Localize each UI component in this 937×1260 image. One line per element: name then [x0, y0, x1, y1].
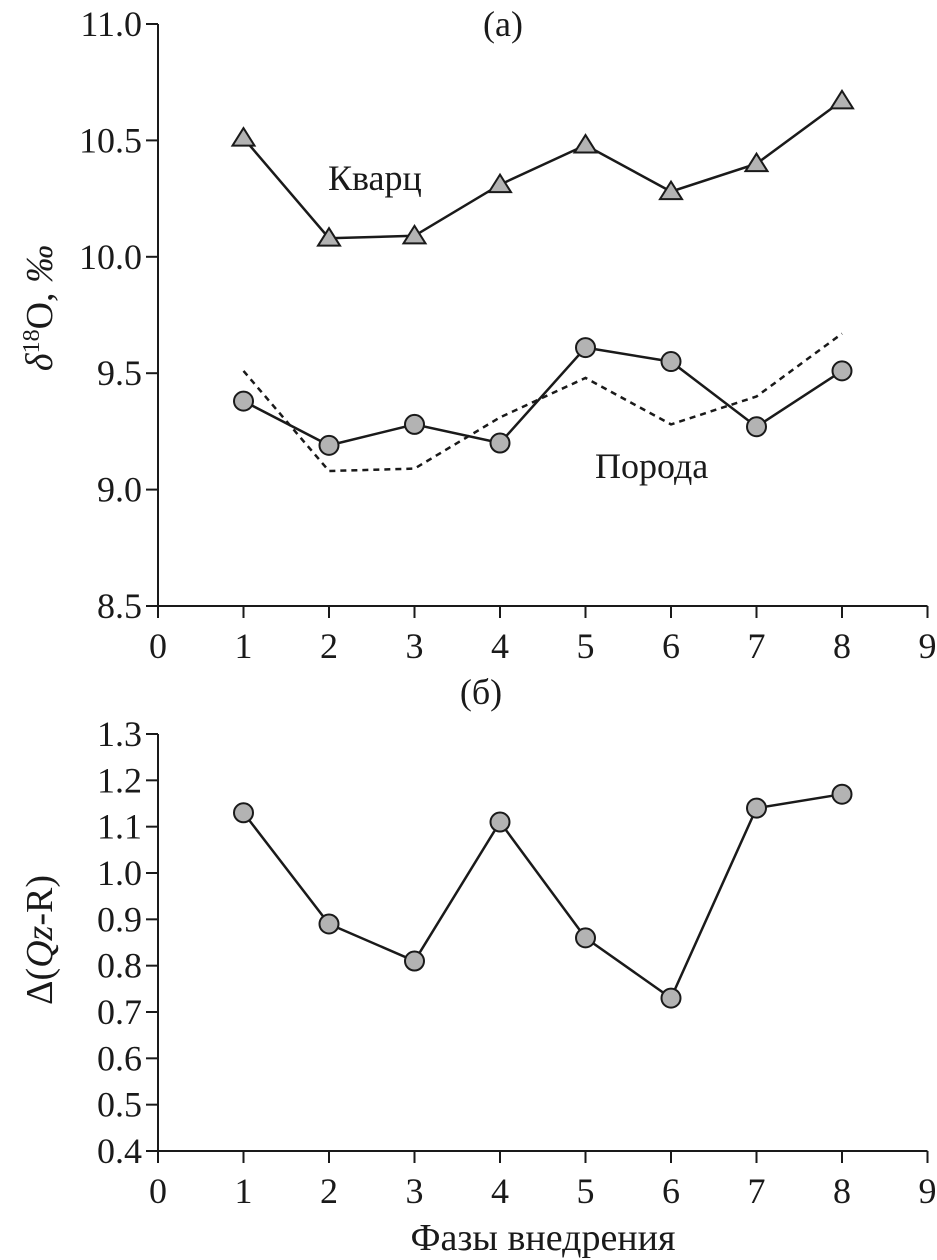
- panel-a-axes: [157, 24, 928, 607]
- panel-a-x-tick-label: 4: [491, 626, 509, 666]
- panel-a-series-1-point: [233, 390, 254, 412]
- panel-b-series-0-point: [660, 987, 682, 1009]
- annotation-quartz: Кварц: [328, 158, 422, 198]
- panel-b-x-tick-label: 5: [577, 1171, 595, 1211]
- panel-b-series-0-point: [318, 913, 340, 935]
- panel-b-y-tick-label: 0.8: [97, 946, 142, 986]
- panel-a-chart: 8.5 9.0 9.5 10.0 10.5 11.0 0 1 2 3 4 5 6 7 8 9 (a) Квар…: [19, 4, 937, 666]
- panel-b-x-tick-label: 4: [491, 1171, 509, 1211]
- panel-a-series-1-point: [318, 434, 340, 456]
- panel-a-series-0-point: [572, 133, 599, 154]
- annotation-rock: Порода: [595, 446, 708, 486]
- panel-a-series-0-point: [316, 226, 342, 247]
- panel-b-y-tick-label: 0.6: [97, 1038, 142, 1078]
- panel-b-x-tick-label: 0: [149, 1171, 167, 1211]
- panel-a-x-tick-label: 3: [406, 626, 424, 666]
- panel-a-series-1-point: [489, 432, 511, 454]
- panel-a-x-tick-label: 6: [662, 626, 680, 666]
- panel-b-x-tick-label: 6: [662, 1171, 680, 1211]
- panel-a-ticks: 8.5 9.0 9.5 10.0 10.5 11.0 0 1 2 3 4 5 6 7 8 9: [79, 4, 937, 666]
- panel-b-x-tick-label: 9: [919, 1171, 937, 1211]
- panel-b-y-tick-label: 0.5: [97, 1085, 142, 1125]
- panel-a-x-tick-label: 5: [577, 626, 595, 666]
- panel-a-series-2-line: [242, 332, 843, 473]
- panel-a-x-tick-label: 2: [320, 626, 338, 666]
- panel-b-x-tick-label: 1: [235, 1171, 253, 1211]
- panel-b-series-0-point: [233, 802, 254, 824]
- panel-a-y-tick-label: 10.5: [79, 120, 142, 160]
- panel-a-series-1-line: [242, 346, 843, 447]
- panel-b-y-tick-label: 0.4: [97, 1131, 142, 1171]
- panel-a-series-1-point: [404, 413, 425, 435]
- panel-b-series-0-point: [575, 927, 596, 949]
- panel-a-series-0-point: [829, 88, 855, 110]
- panel-a-series-1-point: [575, 337, 596, 359]
- panel-b-y-tick-label: 1.2: [97, 760, 142, 800]
- panel-a-x-tick-label: 8: [833, 626, 851, 666]
- panel-b-x-tick-label: 7: [748, 1171, 766, 1211]
- panel-b-y-tick-label: 0.9: [97, 899, 142, 939]
- panel-a-series-0-point: [743, 151, 770, 173]
- panel-a-y-tick-label: 8.5: [97, 586, 142, 626]
- panel-b-ylabel: Δ(Qz-R): [19, 875, 61, 1005]
- panel-a-series-1-point: [660, 351, 682, 373]
- panel-b-chart: 0.4 0.5 0.6 0.7 0.8 0.9 1.0 1.1 1.2 1.3 0 1 2 3 4 5 6 7 8 9…: [19, 672, 937, 1259]
- panel-a-series: [230, 88, 855, 473]
- panel-a-x-tick-label: 9: [919, 626, 937, 666]
- panel-b-y-tick-label: 1.3: [97, 714, 142, 754]
- panel-a-y-tick-label: 11.0: [80, 4, 142, 44]
- panel-a-x-tick-label: 7: [748, 626, 766, 666]
- panel-a-y-tick-label: 9.0: [97, 470, 142, 510]
- panel-a-series-0-line: [242, 99, 843, 240]
- panel-a-ylabel: δ18O, ‰: [19, 245, 61, 371]
- panel-a-series-1-point: [831, 360, 853, 382]
- panel-a-series-0-point: [487, 172, 513, 194]
- panel-a-series-0-point: [401, 223, 428, 245]
- panel-b-series-0-point: [489, 811, 511, 833]
- panel-b-series-0-point: [404, 950, 425, 972]
- panel-b-x-tick-label: 8: [833, 1171, 851, 1211]
- panel-a-y-tick-label: 10.0: [79, 237, 142, 277]
- panel-a-y-tick-label: 9.5: [97, 353, 142, 393]
- panel-b-ticks: 0.4 0.5 0.6 0.7 0.8 0.9 1.0 1.1 1.2 1.3 0 1 2 3 4 5 6 7 8 9: [97, 714, 937, 1211]
- panel-b-series-0-point: [831, 783, 853, 805]
- panel-b-series: [233, 783, 853, 1009]
- panel-b-y-tick-label: 1.0: [97, 853, 142, 893]
- panel-a-series-0-point: [230, 126, 257, 147]
- panel-b-y-tick-label: 0.7: [97, 992, 142, 1032]
- panel-b-series-0-line: [242, 792, 843, 1000]
- panel-a-x-tick-label: 0: [149, 626, 167, 666]
- panel-b-y-tick-label: 1.1: [97, 807, 142, 847]
- panel-a-label: (a): [483, 4, 523, 44]
- panel-b-xlabel: Фазы внедрения: [411, 1217, 676, 1259]
- panel-b-series-0-point: [746, 797, 767, 819]
- panel-b-x-tick-label: 3: [406, 1171, 424, 1211]
- panel-b-x-tick-label: 2: [320, 1171, 338, 1211]
- panel-a-series-1-point: [746, 416, 767, 438]
- panel-a-series-0-point: [658, 179, 684, 201]
- panel-b-label: (б): [460, 672, 502, 712]
- panel-b-axes: [157, 734, 928, 1152]
- panel-a-x-tick-label: 1: [235, 626, 253, 666]
